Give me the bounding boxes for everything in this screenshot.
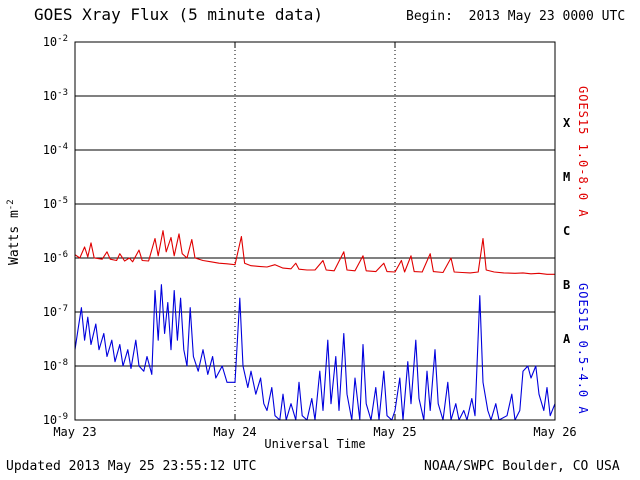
y-tick-exponent: -3 xyxy=(57,88,68,98)
y-axis-label-text: Watts m xyxy=(7,210,23,265)
flux-class-label-b: B xyxy=(563,278,570,292)
y-tick-exponent: -6 xyxy=(57,250,68,260)
chart-title: GOES Xray Flux (5 minute data) xyxy=(34,5,323,24)
y-tick-exponent: -4 xyxy=(57,142,68,152)
y-axis-label: Watts m-2 xyxy=(6,132,22,332)
series-label-short-wavelength: GOES15 0.5-4.0 A xyxy=(576,283,590,415)
series-line-0 xyxy=(74,230,555,275)
y-tick-label: 10-2 xyxy=(43,34,68,49)
series-label-long-wavelength: GOES15 1.0-8.0 A xyxy=(576,86,590,218)
series-line-1 xyxy=(74,284,556,421)
x-tick-label: May 26 xyxy=(533,425,576,439)
y-tick-base: 10 xyxy=(43,359,57,373)
x-tick-label: May 24 xyxy=(213,425,256,439)
y-tick-label: 10-4 xyxy=(43,142,68,157)
y-tick-exponent: -9 xyxy=(57,412,68,422)
y-tick-label: 10-7 xyxy=(43,304,68,319)
x-axis-label: Universal Time xyxy=(264,437,366,451)
y-tick-label: 10-9 xyxy=(43,412,68,427)
y-tick-base: 10 xyxy=(43,89,57,103)
y-tick-label: 10-3 xyxy=(43,88,68,103)
y-tick-base: 10 xyxy=(43,413,57,427)
y-tick-exponent: -5 xyxy=(57,196,68,206)
y-tick-exponent: -2 xyxy=(57,34,68,44)
y-tick-label: 10-6 xyxy=(43,250,68,265)
y-tick-base: 10 xyxy=(43,251,57,265)
flux-class-label-x: X xyxy=(563,116,571,130)
y-tick-exponent: -7 xyxy=(57,304,68,314)
updated-timestamp: Updated 2013 May 25 23:55:12 UTC xyxy=(6,459,257,474)
plot-border xyxy=(74,41,556,421)
y-tick-base: 10 xyxy=(43,305,57,319)
begin-timestamp: Begin: 2013 May 23 0000 UTC xyxy=(406,9,626,24)
y-tick-base: 10 xyxy=(43,35,57,49)
y-axis-label-exponent: -2 xyxy=(5,199,16,211)
x-tick-label: May 25 xyxy=(373,425,416,439)
x-tick-label: May 23 xyxy=(53,425,96,439)
y-tick-label: 10-8 xyxy=(43,358,68,373)
flux-class-label-c: C xyxy=(563,224,570,238)
credit-label: NOAA/SWPC Boulder, CO USA xyxy=(424,459,620,474)
y-tick-base: 10 xyxy=(43,197,57,211)
flux-class-label-m: M xyxy=(563,170,570,184)
flux-class-label-a: A xyxy=(563,332,571,346)
y-tick-exponent: -8 xyxy=(57,358,68,368)
y-tick-label: 10-5 xyxy=(43,196,68,211)
y-tick-base: 10 xyxy=(43,143,57,157)
